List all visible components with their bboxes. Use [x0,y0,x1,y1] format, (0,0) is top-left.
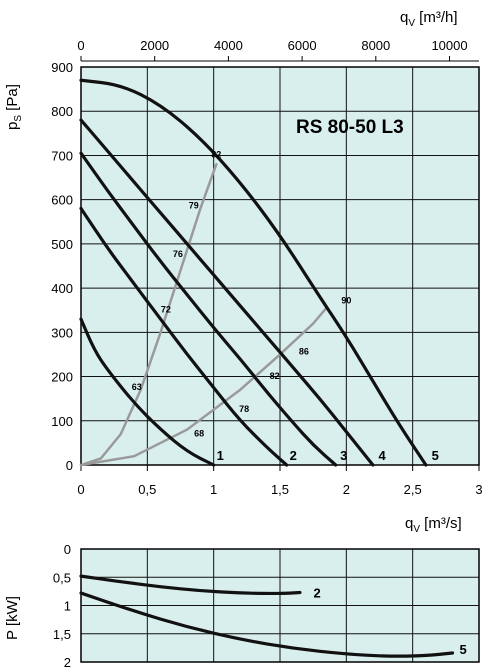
y-tick-label: 100 [51,414,73,429]
x-tick-label: 3 [475,482,482,497]
x-tick-label: 0,5 [138,482,156,497]
curve-number-label: 3 [340,448,347,463]
y-tick-label: 800 [51,104,73,119]
y-tick-label: 2 [64,655,71,670]
efficiency-label: 72 [161,304,171,314]
x2-tick-label: 2000 [140,38,169,53]
x2-tick-label: 0 [77,38,84,53]
x-tick-label: 1,5 [271,482,289,497]
y-tick-label: 0,5 [53,570,71,585]
y-tick-label: 700 [51,148,73,163]
efficiency-curve [79,306,328,467]
y-tick-label: 400 [51,281,73,296]
y-tick-label: 500 [51,237,73,252]
x2-tick-label: 4000 [214,38,243,53]
y-tick-label: 900 [51,60,73,75]
power-curve-2 [79,574,302,596]
x2-axis-title: qV [m³/h] [400,9,458,29]
efficiency-curve [79,163,218,467]
efficiency-label: 76 [173,249,183,259]
y-axis-title: P [kW] [4,596,21,640]
curve-number-label: 5 [459,642,466,657]
plot-frame [80,66,480,466]
y-tick-label: 0 [66,458,73,473]
y-tick-label: 1,5 [53,627,71,642]
power-chart: 0 0,5 1 1,5 2 P [kW] 2 5 [4,542,480,670]
y-tick-label: 1 [64,599,71,614]
efficiency-label: 82 [270,371,280,381]
efficiency-label: 63 [132,382,142,392]
curve-number-label: 4 [379,448,387,463]
x2-tick-label: 8000 [361,38,390,53]
efficiency-label: 79 [189,201,199,211]
x-axis-title: qV [m³/s] [405,515,462,535]
efficiency-label: 90 [341,296,351,306]
x-tick-label: 2,5 [404,482,422,497]
efficiency-label: 82 [211,150,221,160]
x-tick-label: 2 [343,482,350,497]
fan-curve-5 [79,78,428,467]
fan-curve-2 [79,206,289,467]
plot-frame [80,548,480,663]
fan-curve-1 [79,317,216,467]
y-tick-label: 200 [51,370,73,385]
chart-title: RS 80-50 L3 [296,117,404,138]
curve-number-label: 2 [290,448,297,463]
y-tick-label: 300 [51,325,73,340]
x-tick-label: 0 [77,482,84,497]
efficiency-label: 86 [299,346,309,356]
fan-curve-4 [79,118,375,467]
x-tick-label: 1 [210,482,217,497]
y-tick-label: 600 [51,193,73,208]
y-tick-label: 0 [64,542,71,557]
power-curve-5 [79,591,455,658]
y-axis-title: pS [Pa] [4,84,24,130]
x2-tick-label: 6000 [288,38,317,53]
curve-number-label: 2 [314,586,321,601]
x2-tick-label: 10000 [431,38,467,53]
curve-number-label: 5 [432,448,439,463]
fan-curve-3 [79,151,338,467]
efficiency-label: 78 [239,404,249,414]
efficiency-label: 68 [194,428,204,438]
curve-number-label: 1 [217,448,224,463]
